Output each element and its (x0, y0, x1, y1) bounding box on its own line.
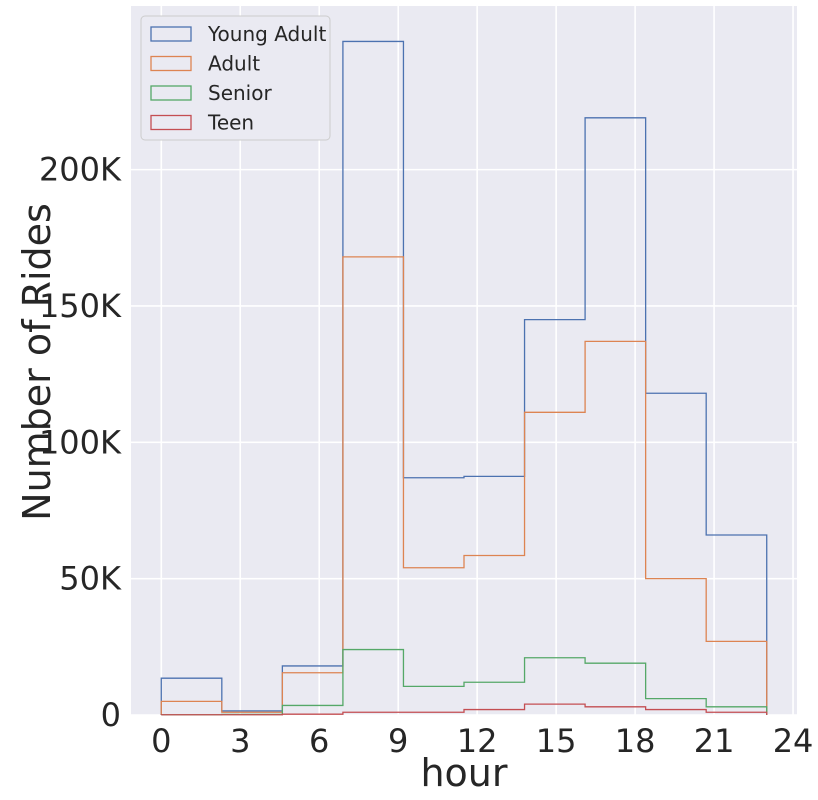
y-tick-label: 150K (39, 287, 122, 325)
x-tick-label: 21 (694, 722, 735, 760)
x-tick-label: 0 (151, 722, 171, 760)
legend: Young Adult Adult Senior Teen (140, 15, 331, 141)
histogram-step-line (160, 40, 768, 715)
x-tick-label: 24 (773, 722, 814, 760)
x-tick-label: 18 (615, 722, 656, 760)
series-teen (160, 703, 768, 716)
y-tick-label: 200K (39, 151, 122, 189)
y-axis-title: Number of Rides (15, 203, 59, 521)
series-adult (160, 256, 768, 715)
x-tick-label: 15 (536, 722, 577, 760)
x-tick-label: 6 (309, 722, 329, 760)
legend-label: Senior (208, 81, 272, 105)
legend-items: Young Adult Adult Senior Teen (150, 22, 326, 135)
legend-swatch (150, 85, 192, 101)
legend-swatch (150, 26, 192, 42)
legend-box (140, 15, 331, 141)
legend-label: Teen (207, 111, 254, 135)
legend-swatch (150, 55, 192, 72)
legend-label: Adult (208, 52, 260, 76)
x-tick-label: 12 (457, 722, 498, 760)
x-tick-label: 3 (230, 722, 250, 760)
x-axis-title: hour (420, 751, 507, 795)
y-tick-label: 50K (59, 560, 122, 598)
x-tick-label: 9 (388, 722, 408, 760)
series-layer (160, 40, 768, 716)
y-tick-label: 100K (39, 423, 122, 461)
histogram-step-line (160, 256, 768, 715)
histogram-step-line (160, 703, 768, 716)
legend-swatch (150, 114, 192, 131)
tick-layer: 0 3 6 9 12 15 18 21 24 0 50K 100K 150K 200K (39, 151, 813, 760)
y-tick-label: 0 (101, 696, 121, 734)
legend-label: Young Adult (207, 22, 326, 46)
series-young-adult (160, 40, 768, 715)
